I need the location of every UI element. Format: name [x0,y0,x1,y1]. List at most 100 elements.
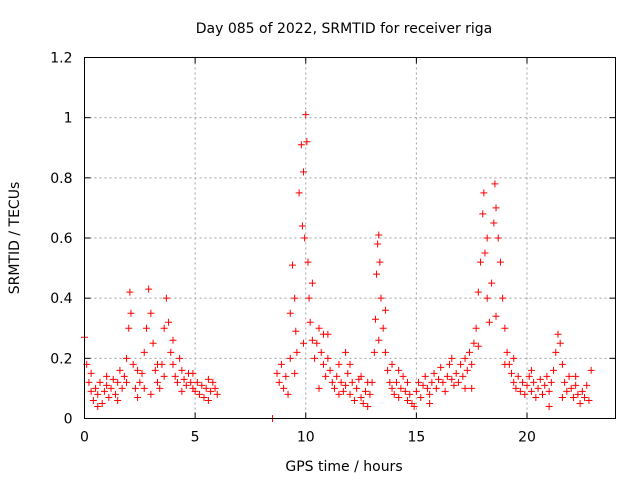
data-point [377,294,385,302]
data-point [140,384,148,392]
data-point [167,348,175,356]
data-point [569,393,577,401]
data-point [123,378,131,386]
data-point [516,387,524,395]
data-point [191,387,199,395]
data-point [331,384,339,392]
data-point [374,240,382,248]
data-point [472,324,480,332]
data-point [107,384,115,392]
data-point [461,354,469,362]
data-point [346,390,354,398]
data-point [350,396,358,404]
data-point [138,369,146,377]
data-point [401,387,409,395]
data-point [165,318,173,326]
data-point [404,396,412,404]
data-point [209,378,217,386]
data-point [574,390,582,398]
data-point [381,306,389,314]
data-point [92,384,100,392]
data-point [423,384,431,392]
data-point [308,336,316,344]
data-point [109,375,117,383]
data-point [176,354,184,362]
data-point [100,387,108,395]
data-point [410,402,418,410]
data-point [545,402,553,410]
data-point [142,324,150,332]
data-point [292,327,300,335]
data-point [147,390,155,398]
data-point [448,375,456,383]
data-point [85,378,93,386]
data-point [480,189,488,197]
data-point [344,369,352,377]
data-point [273,369,281,377]
data-point [202,384,210,392]
data-point [399,372,407,380]
data-point [490,219,498,227]
data-point [428,378,436,386]
data-point [359,399,367,407]
data-point [375,336,383,344]
data-point [120,372,128,380]
data-point [123,354,131,362]
data-point [435,375,442,383]
data-point [156,384,164,392]
data-point [291,294,299,302]
data-point [87,387,95,395]
data-point [388,384,396,392]
data-point [204,375,212,383]
data-point [89,396,97,404]
x-tick-label: 0 [80,430,89,446]
data-point [339,387,347,395]
data-point [556,339,564,347]
data-point [554,330,562,338]
data-point [417,393,425,401]
data-point [103,381,111,389]
data-point [282,372,290,380]
data-point [295,189,303,197]
data-point [275,378,283,386]
data-point [317,348,325,356]
data-point [514,372,522,380]
data-point [572,372,580,380]
data-point [125,324,133,332]
x-tick-label: 15 [407,430,425,446]
data-point [284,390,292,398]
data-point [426,399,434,407]
data-point [126,288,134,296]
data-point [169,336,177,344]
data-point [432,384,440,392]
data-point [211,384,219,392]
data-point [470,339,478,347]
data-point [87,369,95,377]
data-point [373,270,381,278]
data-point [333,372,341,380]
data-point [468,360,476,368]
data-point [116,366,124,374]
data-point [496,258,504,266]
data-point [448,354,456,362]
data-point [415,378,423,386]
data-point [521,390,529,398]
data-point [306,318,314,326]
data-point [353,384,361,392]
data-point [386,378,394,386]
data-point [578,387,586,395]
data-point [105,393,113,401]
data-point [392,378,400,386]
data-point [303,138,311,146]
data-point [315,384,323,392]
data-point [375,231,383,239]
data-point [337,378,345,386]
data-point [508,369,516,377]
y-tick-label: 1 [64,111,73,127]
data-point [207,387,215,395]
data-point [335,390,343,398]
data-point [583,381,591,389]
chart-title: Day 085 of 2022, SRMTID for receiver rig… [196,21,493,37]
data-point [162,294,170,302]
